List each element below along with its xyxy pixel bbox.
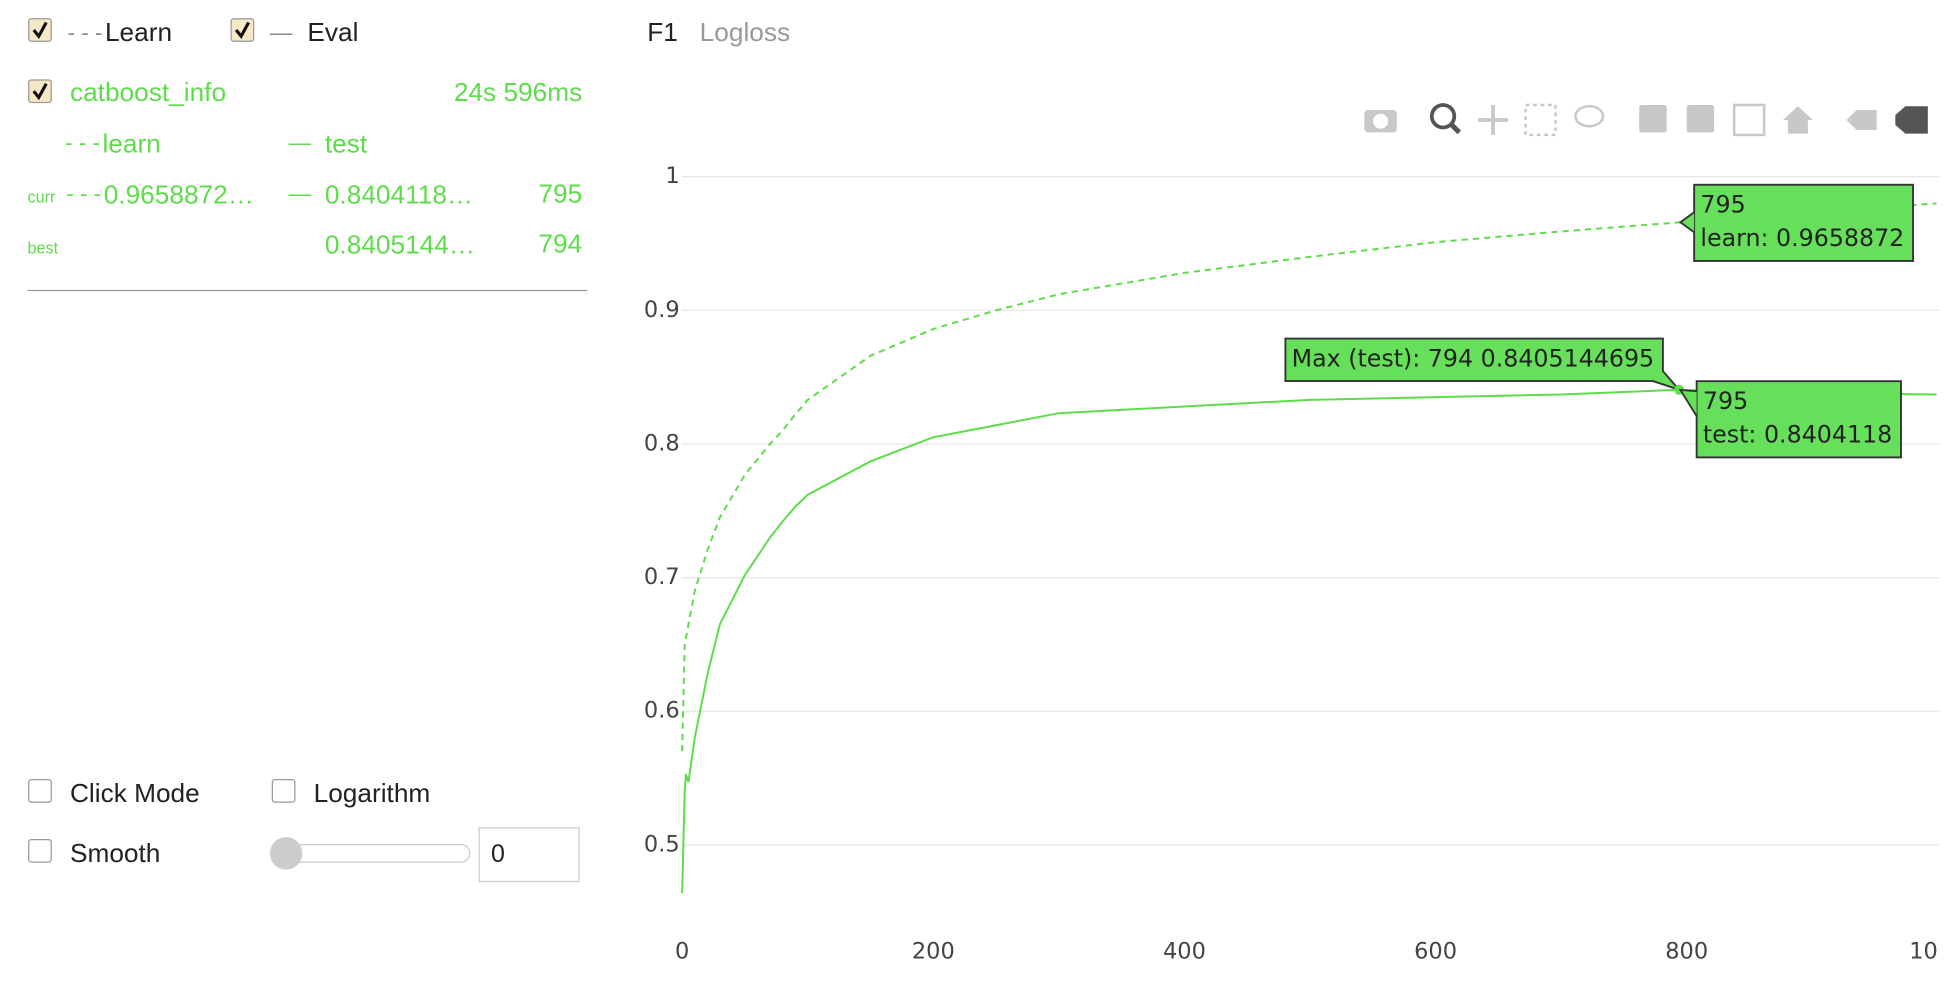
best-label: best	[27, 238, 59, 258]
tooltip-text: 795	[1703, 387, 1748, 415]
tooltip-text: learn: 0.9658872	[1700, 224, 1904, 252]
logarithm[interactable]: Logarithm	[313, 779, 431, 809]
curr-label: curr	[27, 187, 56, 207]
checkbox[interactable]	[27, 79, 52, 104]
y-tick-label: 0.8	[644, 430, 680, 456]
slider[interactable]	[269, 835, 474, 872]
best-test: 0.8405144…	[324, 231, 476, 260]
tab[interactable]: Logloss	[699, 18, 791, 48]
y-tick-label: 0.6	[644, 698, 680, 724]
tooltip-text: test: 0.8404118	[1703, 421, 1892, 449]
tooltip: 795 learn: 0.9658872	[1678, 183, 1914, 262]
tooltip: Max (test): 794 0.8405144695	[1284, 337, 1683, 392]
tooltip-pointer	[1678, 388, 1698, 417]
curr-test: 0.8404118…	[324, 181, 474, 210]
checkbox[interactable]	[27, 838, 52, 863]
curr-iter: 795	[538, 179, 583, 209]
x-tick-label: 800	[1665, 939, 1708, 965]
divider	[27, 289, 588, 292]
x-tick-label: 0	[675, 939, 689, 965]
tab-active[interactable]: F1	[647, 18, 678, 48]
smooth[interactable]: Smooth	[69, 839, 161, 869]
checkbox[interactable]	[230, 17, 255, 42]
dash-icon: - - -	[67, 19, 103, 45]
spike-icon[interactable]	[1846, 109, 1877, 130]
tooltip-box	[1693, 183, 1914, 262]
best-iter: 794	[538, 229, 583, 259]
zoom-in-icon[interactable]	[1639, 104, 1667, 133]
lasso-icon[interactable]	[1574, 104, 1605, 128]
eval-toggle[interactable]: Eval	[307, 18, 359, 48]
select-icon[interactable]	[1524, 103, 1557, 137]
tooltip: 795 test: 0.8404118	[1678, 380, 1902, 459]
line-icon: —	[288, 181, 312, 207]
zoom-out-icon[interactable]	[1686, 104, 1715, 133]
run-name: catboost_info	[69, 78, 227, 108]
camera-icon[interactable]	[1364, 109, 1397, 133]
checkbox[interactable]	[271, 778, 296, 803]
pan-icon[interactable]	[1478, 104, 1509, 135]
series-line	[681, 202, 1937, 752]
tooltip-pointer	[1678, 211, 1695, 233]
learn-legend: learn	[102, 129, 161, 159]
y-tick-label: 0.5	[644, 831, 680, 857]
tooltip-text: Max (test): 794 0.8405144695	[1292, 344, 1655, 372]
checkbox[interactable]	[27, 17, 52, 42]
autoscale-icon[interactable]	[1732, 103, 1766, 137]
smooth-input[interactable]: 0	[478, 827, 580, 883]
x-tick-label: 200	[912, 939, 955, 965]
chart: 0.5 0.6 0.7 0.8 0.9 1 0 200 400 600 800 1000 795 lear…	[644, 163, 1939, 965]
checkbox[interactable]	[27, 778, 52, 803]
line-icon: —	[269, 19, 293, 45]
test-legend: test	[324, 129, 368, 159]
dash-icon: - - -	[66, 181, 102, 207]
series-line	[681, 388, 1937, 893]
compare-icon[interactable]	[1895, 106, 1928, 134]
click-mode[interactable]: Click Mode	[69, 779, 200, 809]
x-tick-label: 600	[1414, 939, 1457, 965]
line-icon: —	[288, 129, 312, 155]
run-time: 24s 596ms	[453, 78, 583, 108]
tooltip-box	[1695, 380, 1902, 459]
y-tick-label: 0.9	[644, 297, 680, 323]
zoom-icon[interactable]	[1429, 103, 1462, 135]
tooltip-box	[1284, 337, 1664, 382]
x-tick-label: 1000	[1909, 939, 1939, 965]
x-tick-label: 400	[1163, 939, 1206, 965]
learn-toggle[interactable]: Learn	[104, 18, 173, 48]
y-tick-label: 1	[665, 163, 679, 189]
y-tick-label: 0.7	[644, 564, 680, 590]
tooltip-text: 795	[1700, 191, 1745, 219]
dash-icon: - - -	[64, 129, 100, 155]
toolbar	[1364, 103, 1928, 137]
curr-learn: 0.9658872…	[103, 181, 254, 210]
